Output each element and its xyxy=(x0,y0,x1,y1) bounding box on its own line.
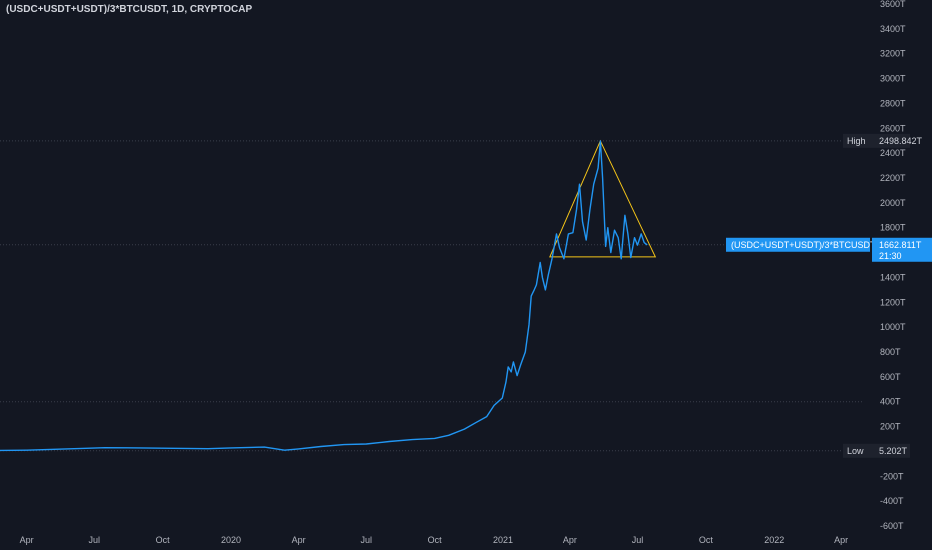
x-tick-label: 2021 xyxy=(493,535,513,545)
y-tick-label: -600T xyxy=(880,521,904,531)
high-tag-bg xyxy=(843,133,910,148)
y-tick-label: 2000T xyxy=(880,198,906,208)
high-tag-label: High xyxy=(847,136,866,146)
price-series-line xyxy=(0,140,648,452)
y-tick-label: 400T xyxy=(880,397,901,407)
y-tick-label: -200T xyxy=(880,471,904,481)
x-tick-label: Apr xyxy=(563,535,577,545)
countdown-value: 21:30 xyxy=(879,251,902,261)
y-tick-label: 3200T xyxy=(880,49,906,59)
x-tick-label: Apr xyxy=(834,535,848,545)
x-tick-label: Oct xyxy=(699,535,714,545)
symbol-tag-bg xyxy=(726,237,870,252)
y-tick-label: 2800T xyxy=(880,98,906,108)
chart-title: (USDC+USDT+USDT)/3*BTCUSDT, 1D, CRYPTOCA… xyxy=(6,4,253,15)
low-tag-value: 5.202T xyxy=(879,446,908,456)
price-line xyxy=(0,140,648,452)
y-tick-label: 800T xyxy=(880,347,901,357)
price-tags: High 2498.842T Low 5.202T (USDC+USDT+USDT)/3… xyxy=(726,133,932,458)
y-tick-label: 3000T xyxy=(880,74,906,84)
price-tag-value: 1662.811T xyxy=(879,240,922,250)
y-tick-label: 3400T xyxy=(880,24,906,34)
y-tick-label: 1200T xyxy=(880,297,906,307)
y-tick-label: 1000T xyxy=(880,322,906,332)
y-tick-label: 3600T xyxy=(880,0,906,9)
y-tick-label: 2200T xyxy=(880,173,906,183)
symbol-tag-text: (USDC+USDT+USDT)/3*BTCUSDT xyxy=(731,240,876,250)
triangle-annotation[interactable] xyxy=(549,139,657,258)
y-tick-label: 2400T xyxy=(880,148,906,158)
x-tick-label: Jul xyxy=(360,535,372,545)
y-tick-label: 2600T xyxy=(880,123,906,133)
x-tick-label: 2020 xyxy=(221,535,241,545)
high-tag-value: 2498.842T xyxy=(879,136,923,146)
high-tag: High 2498.842T xyxy=(843,133,923,148)
low-tag: Low 5.202T xyxy=(843,443,910,458)
x-tick-label: Jul xyxy=(88,535,100,545)
x-tick-label: Apr xyxy=(20,535,34,545)
price-tag-bg xyxy=(872,237,932,262)
low-tag-label: Low xyxy=(847,446,864,456)
x-axis[interactable]: Apr Jul Oct 2020 Apr Jul Oct 2021 Apr Jul Oct 2022 A… xyxy=(20,535,849,545)
y-tick-label: 200T xyxy=(880,422,901,432)
x-tick-label: 2022 xyxy=(764,535,784,545)
low-tag-bg xyxy=(843,443,910,458)
triangle-drawing[interactable] xyxy=(549,139,657,258)
y-tick-label: 600T xyxy=(880,372,901,382)
x-tick-label: Oct xyxy=(156,535,171,545)
x-tick-label: Jul xyxy=(632,535,644,545)
y-tick-label: -400T xyxy=(880,496,904,506)
x-tick-label: Oct xyxy=(428,535,443,545)
grid-lines xyxy=(0,140,862,452)
y-tick-label: 1800T xyxy=(880,223,906,233)
y-axis[interactable]: 3600T 3400T 3200T 3000T 2800T 2600T 2400T 2200T… xyxy=(880,0,906,531)
y-tick-label: 1400T xyxy=(880,272,906,282)
x-tick-label: Apr xyxy=(292,535,306,545)
